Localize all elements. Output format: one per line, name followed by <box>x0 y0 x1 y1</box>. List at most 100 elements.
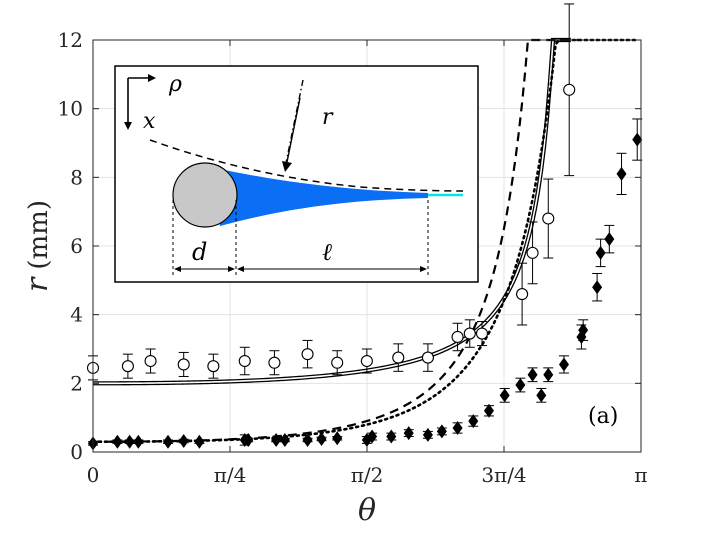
diamond-point <box>592 272 603 302</box>
dimension-lines <box>172 200 429 275</box>
open-circle-point <box>542 178 555 259</box>
diamond-marker <box>302 432 313 447</box>
circle-marker <box>563 83 576 96</box>
y-tick-label: 0 <box>70 440 83 464</box>
diamond-marker <box>279 432 290 447</box>
diamond-marker <box>243 432 254 447</box>
diamond-point <box>194 434 205 449</box>
diamond-marker <box>403 426 414 441</box>
open-circle-point <box>392 343 405 372</box>
inset-label-ell: ℓ <box>322 238 332 266</box>
diamond-point <box>468 414 479 429</box>
diamond-marker <box>616 166 627 181</box>
diamond-marker <box>367 429 378 444</box>
diamond-point <box>499 387 510 403</box>
diamond-marker <box>194 434 205 449</box>
circle-marker <box>526 246 539 259</box>
diamond-marker <box>178 434 189 449</box>
diamond-point <box>616 152 627 195</box>
diamond-marker <box>543 367 554 382</box>
diamond-point <box>163 434 174 449</box>
inset-schematic: ρ x r d ℓ <box>114 65 479 283</box>
x-tick-label: π/2 <box>351 463 384 487</box>
diamond-marker <box>632 132 643 147</box>
diamond-point <box>436 424 447 439</box>
diamond-point <box>543 367 554 383</box>
diamond-marker <box>316 431 327 446</box>
open-circle-point <box>463 319 476 348</box>
open-circle-point <box>301 339 314 369</box>
diamond-point <box>483 403 494 418</box>
diamond-point <box>515 377 526 393</box>
open-circle-point <box>360 348 373 374</box>
x-tick-label: 0 <box>87 463 100 487</box>
circle-marker <box>475 327 489 340</box>
circle-marker <box>463 327 476 340</box>
diamond-point <box>332 431 343 446</box>
open-circle-point <box>121 353 134 379</box>
y-tick-label: 4 <box>70 303 83 327</box>
circle-marker <box>177 358 190 371</box>
circle-marker <box>301 348 314 361</box>
diamond-point <box>316 431 327 446</box>
diamond-marker <box>386 429 397 444</box>
diamond-marker <box>124 434 135 449</box>
diamond-marker <box>483 403 494 418</box>
circle-marker <box>451 330 464 344</box>
r-pointer-head <box>282 161 292 172</box>
svg-text:r(mm): r (mm) <box>20 200 55 292</box>
y-axis-label-unit: (mm) <box>24 200 54 270</box>
panel-label: (a) <box>588 404 618 429</box>
diamond-point <box>595 238 606 268</box>
diamond-point <box>271 432 282 447</box>
diamond-marker <box>592 280 603 295</box>
circle-marker <box>121 360 134 373</box>
circle-marker <box>392 351 405 364</box>
circle-marker <box>207 360 220 373</box>
diamond-marker <box>499 388 510 403</box>
diamond-point <box>133 434 144 449</box>
y-tick-label: 10 <box>58 97 83 121</box>
open-circle-point <box>526 221 539 285</box>
fiber-shape <box>206 166 428 226</box>
circle-marker <box>268 356 281 369</box>
x-axis-label: θ <box>358 493 376 528</box>
diamond-marker <box>536 388 547 403</box>
diamond-marker <box>133 434 144 449</box>
y-tick-label: 8 <box>70 165 83 189</box>
diamond-point <box>527 367 538 383</box>
coordinate-arrows <box>124 74 156 130</box>
open-circle-point <box>475 321 489 347</box>
diamond-marker <box>595 245 606 260</box>
diamond-point <box>243 432 254 447</box>
y-tick-label: 6 <box>70 234 83 258</box>
diamond-point <box>279 432 290 447</box>
diamond-point <box>112 434 123 449</box>
open-circle-point <box>268 350 281 376</box>
diamond-point <box>386 429 397 444</box>
curve-double-inner <box>93 39 571 385</box>
diamond-marker <box>604 232 615 247</box>
inset-frame <box>114 65 479 283</box>
diamond-point <box>578 319 589 341</box>
x-tick-label: π/4 <box>214 463 247 487</box>
dimension-arrowheads <box>174 266 427 272</box>
circle-marker <box>516 288 529 301</box>
diamond-marker <box>271 432 282 447</box>
diamond-point <box>604 224 615 254</box>
diamond-marker <box>527 367 538 382</box>
circle-marker <box>144 354 157 368</box>
diamond-point <box>422 427 433 442</box>
cylinder <box>172 162 238 228</box>
open-circle-point <box>238 346 251 376</box>
diamond-marker <box>332 431 343 446</box>
diamond-point <box>558 355 569 374</box>
diamond-marker <box>436 424 447 439</box>
y-axis-label-var: r <box>20 276 55 292</box>
diamond-point <box>302 432 313 447</box>
circle-marker <box>421 351 434 364</box>
r-pointer-arrow <box>286 97 301 163</box>
diamond-point <box>178 434 189 449</box>
inset-label-rho: ρ <box>168 72 182 97</box>
diamond-point <box>452 420 463 435</box>
